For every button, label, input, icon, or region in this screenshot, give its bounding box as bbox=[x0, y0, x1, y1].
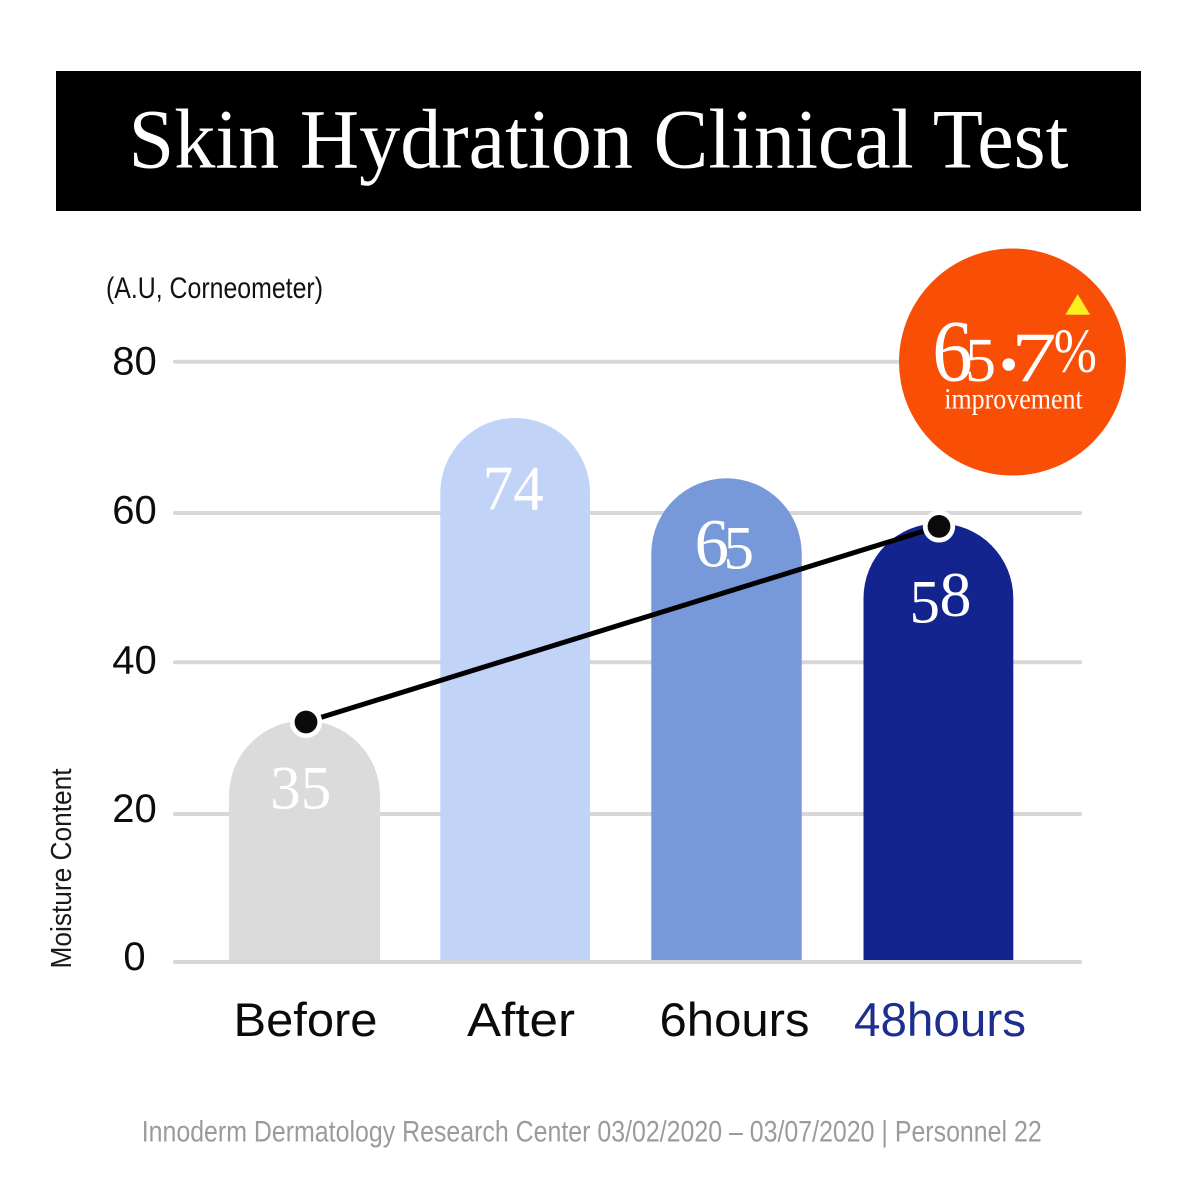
svg-text:40: 40 bbox=[112, 639, 157, 683]
svg-text:%: % bbox=[1054, 317, 1097, 385]
svg-text:Before: Before bbox=[234, 993, 378, 1046]
svg-text:Innoderm Dermatology Research: Innoderm Dermatology Research Center 03/… bbox=[142, 1116, 1042, 1149]
svg-text:35: 35 bbox=[270, 756, 331, 823]
svg-text:(A.U, Corneometer): (A.U, Corneometer) bbox=[106, 272, 323, 305]
svg-text:Skin Hydration Clinical Test: Skin Hydration Clinical Test bbox=[129, 93, 1069, 187]
svg-text:0: 0 bbox=[123, 935, 145, 979]
svg-text:6: 6 bbox=[932, 303, 972, 400]
svg-text:Moisture Content: Moisture Content bbox=[46, 769, 78, 969]
svg-text:6: 6 bbox=[695, 506, 730, 582]
svg-text:After: After bbox=[467, 993, 575, 1046]
svg-text:5: 5 bbox=[965, 327, 996, 395]
svg-text:8: 8 bbox=[940, 559, 972, 630]
svg-text:5: 5 bbox=[724, 515, 755, 582]
svg-text:60: 60 bbox=[112, 489, 157, 533]
svg-text:80: 80 bbox=[112, 339, 157, 383]
svg-text:7: 7 bbox=[1012, 318, 1057, 397]
svg-text:5: 5 bbox=[910, 569, 941, 636]
svg-text:6hours: 6hours bbox=[660, 993, 810, 1046]
svg-text:74: 74 bbox=[483, 454, 544, 524]
svg-text:improvement: improvement bbox=[944, 383, 1083, 416]
svg-text:48hours: 48hours bbox=[854, 993, 1026, 1046]
svg-text:20: 20 bbox=[112, 787, 157, 831]
